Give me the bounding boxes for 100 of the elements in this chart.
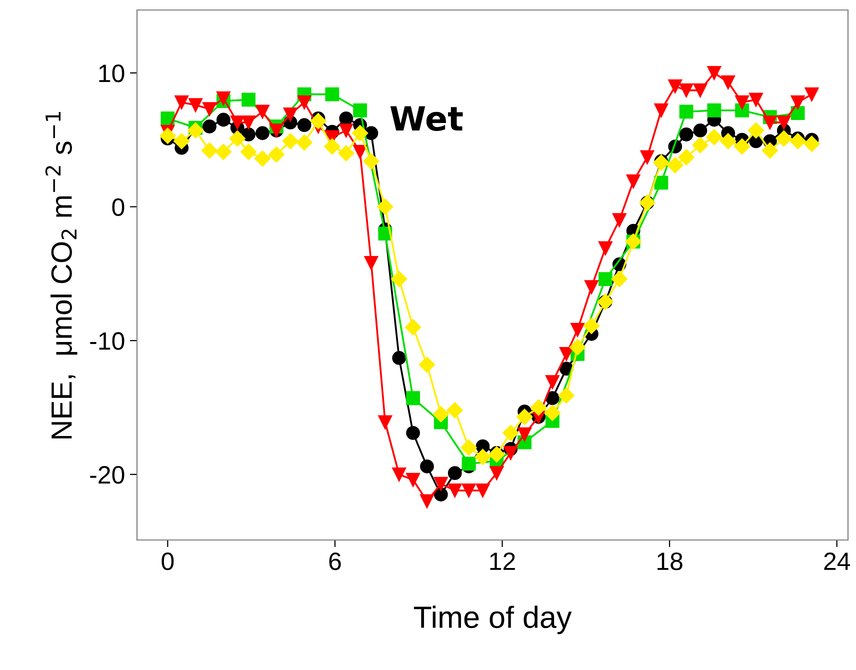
point [667, 157, 684, 174]
point [282, 133, 298, 150]
y-tick-label: 10 [99, 64, 124, 82]
point [242, 128, 256, 142]
point [188, 98, 202, 112]
point [692, 137, 708, 154]
point [474, 448, 491, 466]
point [707, 66, 722, 80]
point [256, 126, 270, 140]
point [626, 174, 640, 188]
point [790, 133, 806, 150]
y-tick-label: 0 [112, 198, 124, 216]
point [612, 213, 626, 228]
point [242, 115, 256, 130]
point [201, 142, 218, 159]
annotation: Wet [390, 106, 463, 131]
point [434, 476, 448, 491]
x-tick-label: 24 [824, 552, 850, 570]
point [325, 87, 340, 102]
point [611, 270, 628, 288]
point [268, 146, 284, 163]
point [229, 130, 246, 147]
point [432, 406, 449, 422]
point [462, 456, 476, 471]
point [776, 130, 792, 147]
point [377, 198, 394, 215]
point [720, 133, 736, 150]
point [448, 466, 462, 480]
point [502, 424, 519, 441]
x-axis-title: Time of day [414, 606, 572, 634]
point [559, 347, 574, 361]
point [668, 79, 682, 94]
point [339, 124, 354, 138]
point [392, 467, 406, 482]
point [242, 92, 256, 107]
point [679, 128, 694, 142]
x-tick-label: 6 [329, 552, 341, 570]
point [216, 91, 230, 106]
point [693, 124, 708, 138]
point [187, 122, 204, 139]
point [378, 415, 392, 430]
point [640, 150, 654, 164]
point [706, 129, 722, 146]
point [324, 138, 340, 155]
point [569, 339, 586, 356]
point [446, 402, 463, 418]
point [297, 95, 312, 110]
point [707, 103, 722, 118]
point [476, 484, 490, 498]
point [353, 144, 368, 159]
point [406, 472, 420, 487]
y-tick-label: -10 [90, 332, 124, 350]
point [256, 104, 270, 119]
point [406, 426, 420, 440]
point [721, 75, 736, 90]
point [734, 138, 750, 155]
point [460, 440, 477, 456]
point [693, 83, 708, 98]
point [215, 144, 232, 160]
point [404, 319, 422, 336]
point [504, 446, 518, 460]
point [490, 466, 504, 480]
y-axis-title: NEE, μmol CO$_{2}$ m$^{−2}$ s$^{−1}$ [45, 112, 78, 438]
point [584, 280, 598, 294]
point [679, 104, 694, 119]
point [364, 126, 378, 140]
point [283, 107, 298, 122]
point [546, 391, 560, 406]
point [174, 95, 189, 110]
point [216, 112, 230, 127]
point [776, 115, 791, 130]
point [418, 356, 436, 373]
point [353, 103, 368, 118]
x-tick-label: 0 [162, 552, 174, 570]
point [254, 150, 271, 167]
x-tick-label: 18 [658, 552, 682, 570]
point [420, 459, 434, 474]
x-tick-label: 12 [490, 552, 515, 570]
point [160, 128, 176, 144]
point [230, 115, 244, 130]
point [749, 92, 763, 107]
point [202, 102, 216, 116]
point [392, 351, 406, 365]
point [434, 488, 448, 502]
point [570, 322, 584, 337]
point [240, 144, 257, 160]
point [678, 149, 694, 166]
point [804, 87, 819, 102]
point [364, 256, 378, 270]
point [488, 446, 505, 462]
point [363, 153, 380, 170]
point [310, 113, 326, 130]
point [530, 399, 547, 416]
point [297, 118, 312, 132]
point [558, 387, 574, 404]
point [338, 145, 354, 162]
y-tick-label: -20 [90, 466, 124, 484]
point [653, 154, 670, 171]
point [583, 318, 600, 334]
point [790, 106, 805, 120]
